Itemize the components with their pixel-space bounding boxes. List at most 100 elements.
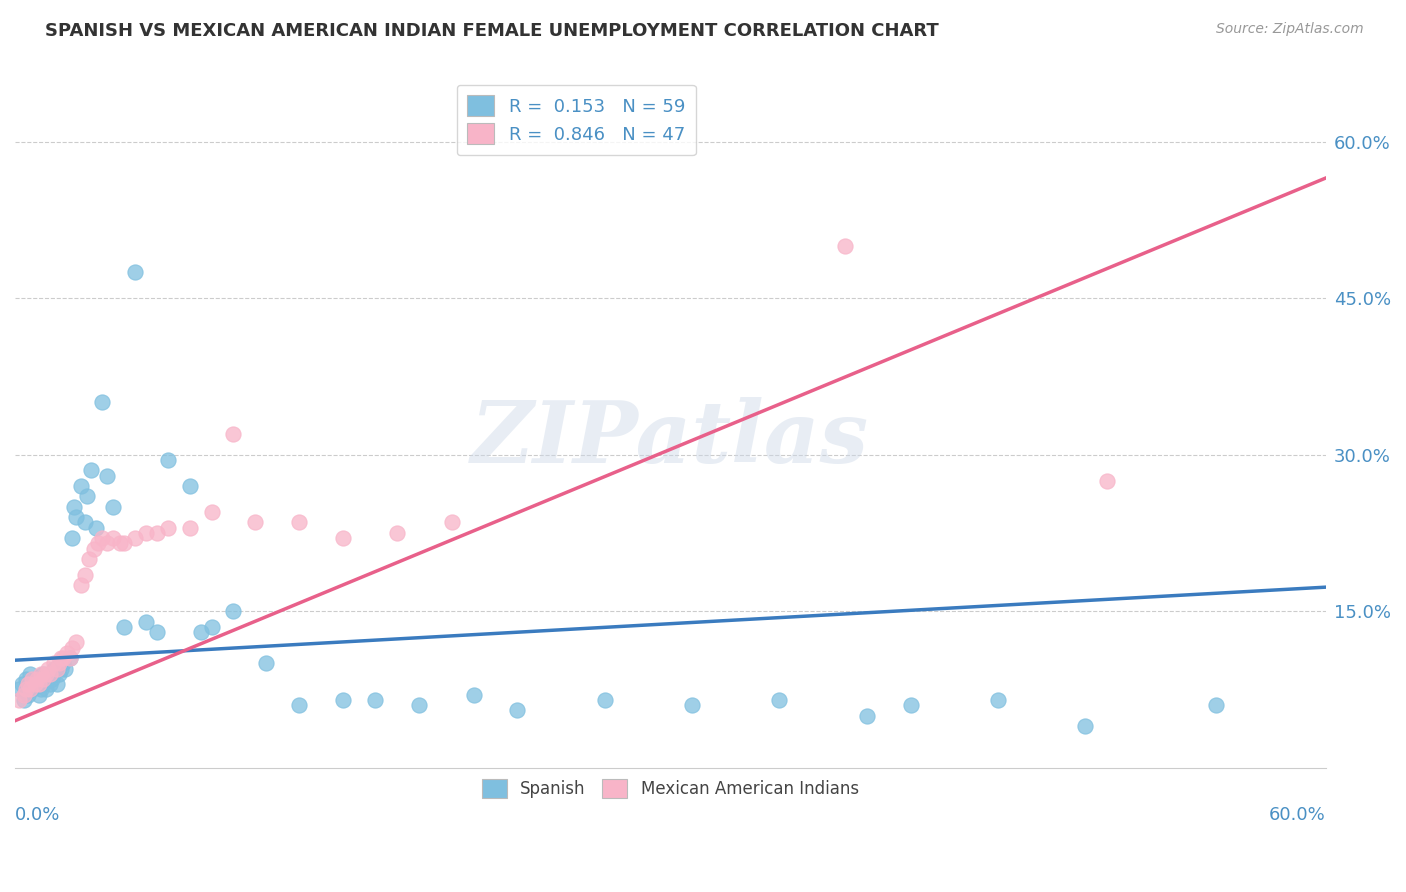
Point: [17, 677, 39, 691]
Point: [84, 521, 107, 535]
Point: [834, 239, 856, 253]
Point: [52, 657, 75, 671]
Point: [44, 657, 66, 671]
Point: [80, 463, 103, 477]
Point: [76, 489, 98, 503]
Point: [13, 693, 35, 707]
Point: [87, 536, 110, 550]
Point: [254, 657, 277, 671]
Point: [200, 505, 222, 519]
Point: [440, 516, 463, 530]
Point: [25, 672, 48, 686]
Point: [91, 531, 114, 545]
Point: [49, 651, 72, 665]
Point: [96, 468, 118, 483]
Point: [8, 693, 31, 707]
Point: [146, 525, 169, 540]
Point: [73, 567, 96, 582]
Point: [222, 426, 245, 441]
Point: [21, 672, 44, 686]
Point: [30, 666, 52, 681]
Point: [28, 688, 51, 702]
Point: [45, 662, 67, 676]
Legend: Spanish, Mexican American Indians: Spanish, Mexican American Indians: [475, 772, 866, 805]
Point: [14, 672, 37, 686]
Point: [364, 693, 387, 707]
Point: [45, 677, 67, 691]
Point: [44, 662, 66, 676]
Point: [56, 646, 79, 660]
Point: [408, 698, 430, 712]
Point: [65, 510, 87, 524]
Point: [41, 672, 63, 686]
Point: [37, 672, 59, 686]
Point: [10, 677, 32, 691]
Text: 0.0%: 0.0%: [15, 806, 60, 824]
Point: [768, 693, 790, 707]
Point: [32, 672, 55, 686]
Point: [32, 666, 55, 681]
Point: [37, 662, 59, 676]
Point: [53, 662, 76, 676]
Point: [112, 620, 135, 634]
Point: [856, 708, 879, 723]
Point: [48, 666, 70, 681]
Point: [112, 536, 135, 550]
Point: [900, 698, 922, 712]
Point: [30, 682, 52, 697]
Text: ZIPatlas: ZIPatlas: [471, 397, 869, 481]
Point: [593, 693, 616, 707]
Point: [156, 521, 179, 535]
Point: [60, 531, 83, 545]
Point: [59, 651, 82, 665]
Point: [34, 682, 56, 697]
Point: [506, 703, 529, 717]
Point: [34, 666, 56, 681]
Point: [14, 682, 37, 697]
Point: [288, 698, 311, 712]
Point: [91, 395, 114, 409]
Point: [39, 666, 62, 681]
Text: Source: ZipAtlas.com: Source: ZipAtlas.com: [1216, 22, 1364, 37]
Point: [987, 693, 1010, 707]
Point: [108, 536, 131, 550]
Point: [24, 677, 46, 691]
Point: [222, 604, 245, 618]
Point: [200, 620, 222, 634]
Point: [179, 521, 201, 535]
Text: 60.0%: 60.0%: [1268, 806, 1326, 824]
Point: [20, 682, 42, 697]
Point: [387, 525, 409, 540]
Point: [288, 516, 311, 530]
Point: [83, 541, 105, 556]
Text: SPANISH VS MEXICAN AMERICAN INDIAN FEMALE UNEMPLOYMENT CORRELATION CHART: SPANISH VS MEXICAN AMERICAN INDIAN FEMAL…: [45, 22, 939, 40]
Point: [77, 552, 100, 566]
Point: [69, 578, 91, 592]
Point: [59, 651, 82, 665]
Point: [60, 640, 83, 655]
Point: [8, 682, 31, 697]
Point: [17, 688, 39, 702]
Point: [25, 672, 48, 686]
Point: [332, 693, 354, 707]
Point: [124, 265, 146, 279]
Point: [48, 657, 70, 671]
Point: [156, 453, 179, 467]
Point: [49, 662, 72, 676]
Point: [179, 479, 201, 493]
Point: [39, 677, 62, 691]
Point: [103, 531, 125, 545]
Point: [124, 531, 146, 545]
Point: [32, 677, 55, 691]
Point: [1095, 474, 1118, 488]
Point: [69, 479, 91, 493]
Point: [65, 635, 87, 649]
Point: [135, 615, 157, 629]
Point: [96, 536, 118, 550]
Point: [103, 500, 125, 514]
Point: [1205, 698, 1227, 712]
Point: [21, 682, 44, 697]
Point: [332, 531, 354, 545]
Point: [681, 698, 703, 712]
Point: [135, 525, 157, 540]
